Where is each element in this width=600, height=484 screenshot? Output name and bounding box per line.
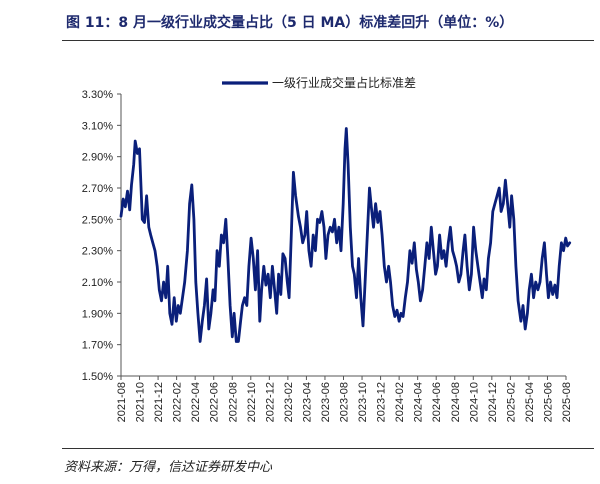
y-tick-label: 2.50% [82,214,113,226]
x-tick-label: 2022-06 [209,382,221,422]
x-tick-label: 2022-12 [264,382,276,422]
x-tick-label: 2023-10 [357,382,369,422]
figure-title: 图 11：8 月一级行业成交量占比（5 日 MA）标准差回升（单位：%） [66,15,514,31]
x-tick-label: 2022-08 [227,382,239,422]
y-tick-label: 1.90% [82,308,113,320]
x-tick-label: 2023-04 [301,382,313,422]
y-tick-label: 1.70% [82,340,113,352]
legend-label: 一级行业成交量占比标准差 [272,75,416,90]
source-note: 资料来源：万得，信达证券研发中心 [64,460,273,475]
x-tick-label: 2024-04 [413,382,425,422]
x-tick-label: 2021-08 [116,382,128,422]
x-tick-label: 2024-08 [450,382,462,422]
x-tick-label: 2022-02 [172,382,184,422]
x-tick-label: 2025-08 [561,382,573,422]
x-tick-label: 2023-02 [283,382,295,422]
x-tick-label: 2024-02 [394,382,406,422]
x-tick-label: 2025-06 [542,382,554,422]
source-divider [62,448,594,449]
chart-axes: 3.30% 3.10% 2.90% 2.70% 2.50% 2.30% 2.10% 1.90%… [82,89,573,422]
y-tick-label: 2.90% [82,152,113,164]
y-tick-label: 3.10% [82,120,113,132]
x-tick-label: 2025-02 [505,382,517,422]
x-tick-label: 2023-12 [376,382,388,422]
x-tick-label: 2025-04 [524,382,536,422]
x-tick-label: 2024-10 [468,382,480,422]
x-tick-label: 2023-08 [339,382,351,422]
chart-legend: 一级行业成交量占比标准差 [222,75,416,90]
chart-plot-area [119,127,572,343]
y-tick-label: 1.50% [82,371,113,383]
x-tick-label: 2022-10 [246,382,258,422]
y-tick-label: 2.30% [82,246,113,258]
x-tick-label: 2022-04 [190,382,202,422]
title-divider [62,40,594,41]
y-tick-label: 3.30% [82,89,113,101]
y-tick-label: 2.10% [82,277,113,289]
x-tick-label: 2024-12 [487,382,499,422]
x-tick-label: 2023-06 [320,382,332,422]
x-tick-label: 2021-12 [153,382,165,422]
x-tick-label: 2021-10 [135,382,147,422]
x-tick-label: 2024-06 [431,382,443,422]
series-line-0 [119,127,572,343]
y-tick-label: 2.70% [82,183,113,195]
